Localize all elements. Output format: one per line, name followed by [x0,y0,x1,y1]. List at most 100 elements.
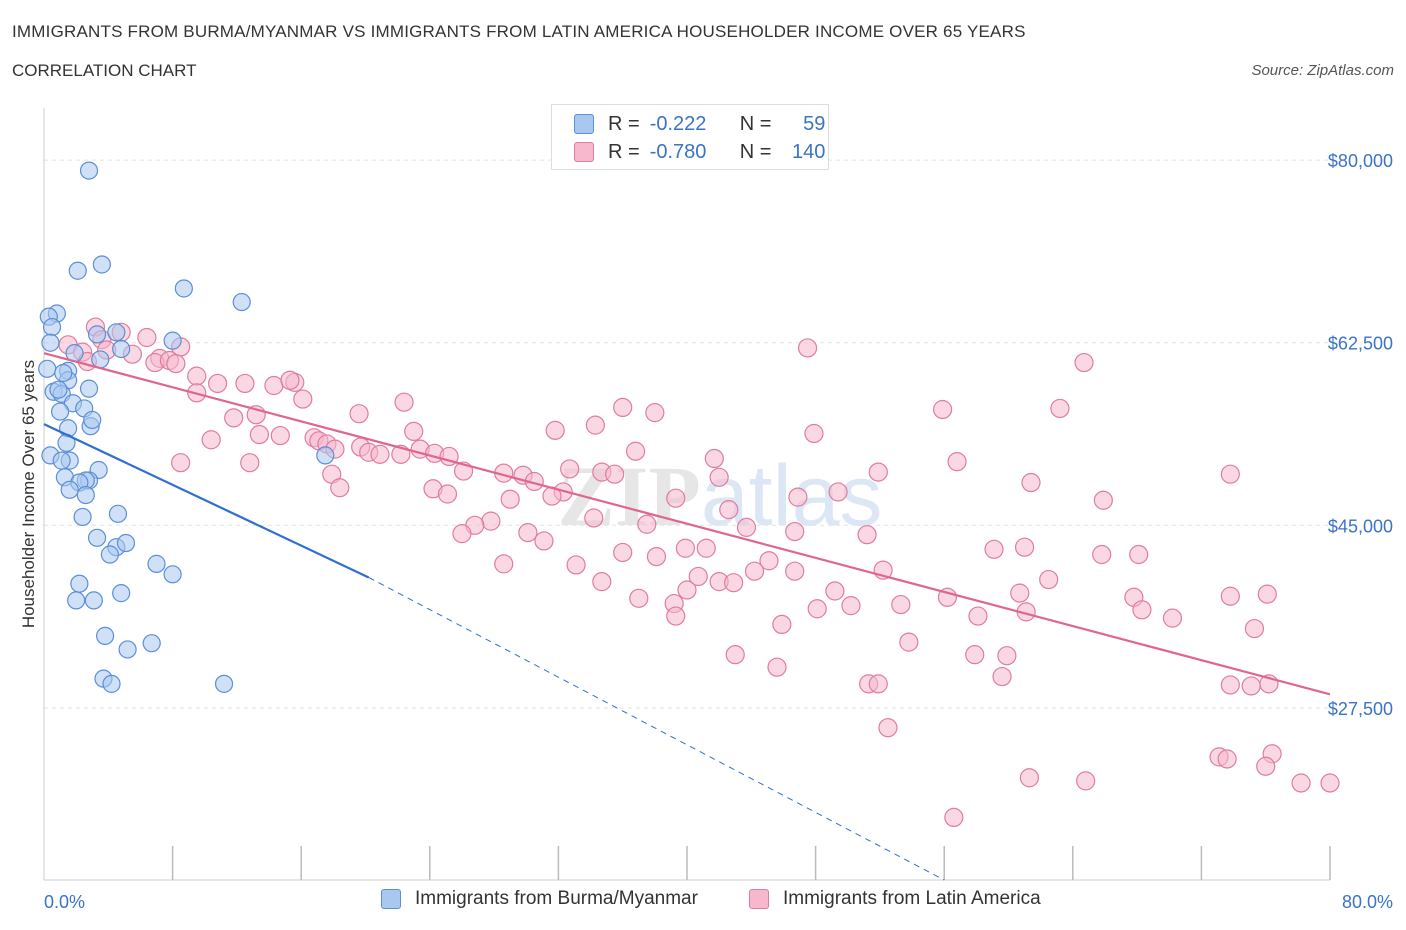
burma-point [68,261,87,280]
latin-america-point [1076,771,1096,791]
latin-america-point [857,525,877,545]
x-tick-label: 0.0% [44,892,85,912]
latin-america-point [240,453,260,473]
latin-america-point [1162,608,1183,628]
burma-point [316,446,335,465]
latin-america-point [1074,352,1094,373]
latin-america-point [613,397,633,418]
latin-america-point [545,420,565,440]
latin-america-point [270,425,290,446]
burma-point [79,379,99,398]
y-tick-label: $80,000 [1328,151,1393,171]
burma-point [92,255,111,274]
bottom-legend-latin: Immigrants from Latin America [749,888,1041,910]
legend-n-value: 59 [803,112,826,135]
burma-point [38,359,57,378]
latin-america-point [592,572,612,592]
burma-trend-extension [368,577,945,881]
burma-point [52,451,71,470]
latin-america-point [1050,398,1070,419]
latin-america-point [744,561,765,581]
latin-america-point [646,546,667,567]
latin-america-point [1129,544,1149,565]
latin-america-point [709,467,729,487]
latin-america-point [1241,676,1261,696]
latin-america-point [1220,586,1240,606]
latin-america-point [437,484,458,504]
latin-america-point [235,373,255,394]
x-tick-labels: 0.0% 80.0% [44,892,1393,912]
latin-america-point [944,807,964,828]
latin-america-point [666,488,686,508]
burma-point [73,507,92,527]
latin-america-point [605,464,625,484]
chart-subtitle: CORRELATION CHART [12,61,197,80]
latin-america-point [349,404,369,424]
latin-america-point [585,415,605,435]
latin-america-point [613,542,633,563]
latin-america-point [725,645,745,665]
burma-point [163,565,182,584]
burma-point [87,528,107,547]
latin-america-point [666,606,686,626]
latin-america-point [566,555,586,575]
latin-america-point [997,646,1017,666]
latin-america-point [452,524,472,544]
latin-america-point [330,478,350,498]
burma-point [83,410,102,430]
latin-america-point [696,538,716,558]
latin-america-point [187,366,207,386]
latin-america-point [675,538,695,558]
grid-lines [44,159,1330,709]
latin-america-point [947,452,967,472]
latin-america-point [868,462,888,482]
latin-america-point [1291,773,1311,793]
legend-swatch-latin [574,142,594,162]
latin-america-point [965,645,985,665]
latin-america-point [534,531,554,551]
latin-america-points [58,317,1340,828]
burma-point [95,626,115,645]
latin-america-point [201,430,221,450]
latin-america-point [637,514,657,534]
latin-america-point [868,674,888,694]
legend-r-value: -0.780 [649,140,707,163]
burma-point [42,317,62,337]
legend-row-latin: R = -0.780 N = 140 [574,140,825,164]
burma-point [118,640,137,659]
burma-point [163,331,182,350]
latin-america-point [224,408,244,428]
burma-point [100,545,120,564]
latin-america-point [625,441,646,461]
latin-america-point [1010,583,1030,603]
latin-america-point [1092,544,1112,565]
latin-america-point [932,399,953,420]
legend-n-label: N = [739,140,772,163]
latin-america-trend-line [43,352,1331,696]
latin-america-point [645,403,665,423]
bottom-swatch-latin [749,889,769,909]
latin-america-point [1220,675,1240,695]
latin-america-point [899,632,919,652]
burma-point [174,279,193,298]
burma-point [142,634,161,653]
latin-america-point [1093,490,1113,510]
latin-america-point [937,587,958,607]
legend-r-label: R = [608,140,640,163]
y-axis-label: Householder Income Over 65 years [19,360,38,628]
latin-america-point [1039,569,1059,590]
latin-america-point [560,459,580,479]
bottom-legend-label: Immigrants from Burma/Myanmar [415,888,698,909]
bottom-legend-burma: Immigrants from Burma/Myanmar [381,888,698,910]
burma-point [67,591,86,610]
latin-america-point [629,588,649,608]
latin-america-point [891,594,911,615]
burma-point [50,402,70,421]
latin-america-point [785,561,805,581]
latin-america-point [394,392,414,412]
latin-america-point [1014,537,1035,557]
stats-legend: R = -0.222 N = 59 R = -0.780 N = 140 [551,104,829,170]
x-tick-label: 80.0% [1342,892,1393,912]
axes [43,108,1331,881]
